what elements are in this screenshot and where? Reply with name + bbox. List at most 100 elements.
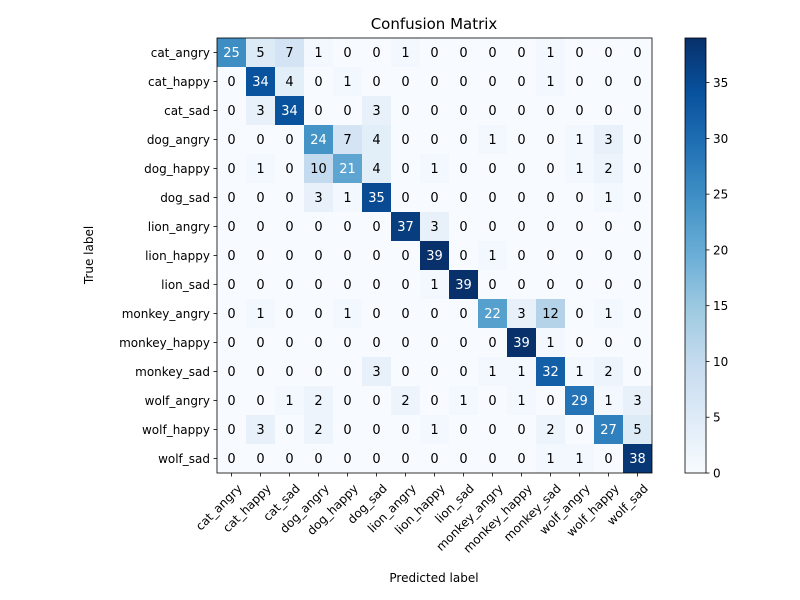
heatmap-cell bbox=[478, 241, 507, 270]
cell-value-label: 32 bbox=[542, 365, 559, 380]
heatmap-cell bbox=[478, 67, 507, 96]
cell-value-label: 1 bbox=[285, 394, 293, 409]
heatmap-cell-labels: 25 5 7 1 0 0 1 0 0 0 0 1 0 0 00 34 4 0 1 0 0 0 0 0 0 1 0 0 00 3 34 0 0 3 0… bbox=[223, 46, 646, 467]
heatmap-cell bbox=[623, 299, 652, 328]
heatmap-cell bbox=[449, 299, 478, 328]
heatmap-cell bbox=[623, 270, 652, 299]
cell-value-label: 0 bbox=[459, 249, 467, 264]
heatmap-cell bbox=[304, 96, 333, 125]
heatmap-cell bbox=[304, 125, 333, 154]
cell-value-label: 0 bbox=[343, 278, 351, 293]
heatmap-cell bbox=[362, 38, 391, 67]
cell-value-label: 0 bbox=[430, 133, 438, 148]
heatmap-cell bbox=[275, 96, 304, 125]
heatmap-cell bbox=[391, 386, 420, 415]
cell-value-label: 0 bbox=[575, 46, 583, 61]
cell-value-label: 0 bbox=[401, 249, 409, 264]
heatmap-cell bbox=[507, 183, 536, 212]
heatmap-cell bbox=[449, 386, 478, 415]
heatmap-cell bbox=[391, 415, 420, 444]
cell-value-label: 1 bbox=[488, 249, 496, 264]
cell-value-label: 7 bbox=[285, 46, 293, 61]
cell-value-label: 0 bbox=[517, 75, 525, 90]
heatmap-cell bbox=[246, 270, 275, 299]
cell-value-label: 3 bbox=[372, 365, 380, 380]
cell-value-label: 0 bbox=[517, 46, 525, 61]
heatmap-cell bbox=[478, 125, 507, 154]
heatmap-cell bbox=[420, 38, 449, 67]
cell-value-label: 29 bbox=[571, 394, 588, 409]
plot-frame bbox=[216, 37, 653, 474]
cell-value-label: 0 bbox=[372, 452, 380, 467]
cell-value-label: 0 bbox=[401, 75, 409, 90]
cell-value-label: 0 bbox=[517, 191, 525, 206]
colorbar-ticks: 0 5 10 15 20 25 30 35 bbox=[706, 76, 728, 481]
heatmap-cell bbox=[449, 328, 478, 357]
cell-value-label: 0 bbox=[285, 452, 293, 467]
heatmap-cell bbox=[246, 125, 275, 154]
cell-value-label: 0 bbox=[517, 220, 525, 235]
cell-value-label: 0 bbox=[372, 423, 380, 438]
heatmap-cell bbox=[420, 270, 449, 299]
cell-value-label: 0 bbox=[372, 307, 380, 322]
heatmap-cell bbox=[275, 357, 304, 386]
heatmap-cell bbox=[333, 154, 362, 183]
heatmap-cell bbox=[536, 270, 565, 299]
cell-value-label: 0 bbox=[575, 191, 583, 206]
heatmap-cell bbox=[536, 125, 565, 154]
cell-value-label: 0 bbox=[401, 104, 409, 119]
cell-value-label: 24 bbox=[310, 133, 327, 148]
cell-value-label: 0 bbox=[314, 307, 322, 322]
y-tick-label: monkey_sad bbox=[135, 365, 210, 379]
heatmap-cell bbox=[362, 241, 391, 270]
heatmap-cell bbox=[246, 241, 275, 270]
cell-value-label: 0 bbox=[604, 336, 612, 351]
heatmap-cell bbox=[333, 299, 362, 328]
cell-value-label: 1 bbox=[256, 162, 264, 177]
cell-value-label: 1 bbox=[604, 191, 612, 206]
cell-value-label: 0 bbox=[517, 162, 525, 177]
cell-value-label: 39 bbox=[455, 278, 472, 293]
heatmap-cell bbox=[275, 154, 304, 183]
heatmap-cell bbox=[565, 38, 594, 67]
cell-value-label: 0 bbox=[343, 452, 351, 467]
heatmap-cell bbox=[623, 328, 652, 357]
heatmap-cells bbox=[217, 38, 652, 473]
cell-value-label: 0 bbox=[314, 249, 322, 264]
cell-value-label: 0 bbox=[285, 249, 293, 264]
heatmap-cell bbox=[391, 125, 420, 154]
cell-value-label: 2 bbox=[314, 394, 322, 409]
y-tick-label: cat_happy bbox=[148, 75, 210, 89]
heatmap-cell bbox=[594, 212, 623, 241]
heatmap-cell bbox=[217, 154, 246, 183]
cell-value-label: 0 bbox=[546, 394, 554, 409]
heatmap-cell bbox=[420, 96, 449, 125]
cell-value-label: 35 bbox=[368, 191, 385, 206]
cell-value-label: 0 bbox=[604, 278, 612, 293]
heatmap-cell bbox=[217, 125, 246, 154]
cell-value-label: 0 bbox=[227, 336, 235, 351]
cell-value-label: 34 bbox=[252, 75, 269, 90]
heatmap-cell bbox=[391, 38, 420, 67]
heatmap-cell bbox=[536, 241, 565, 270]
heatmap-cell bbox=[565, 183, 594, 212]
cell-value-label: 0 bbox=[372, 46, 380, 61]
heatmap-cell bbox=[478, 154, 507, 183]
heatmap-cell bbox=[362, 67, 391, 96]
heatmap-cell bbox=[217, 183, 246, 212]
cell-value-label: 0 bbox=[285, 336, 293, 351]
heatmap-cell bbox=[304, 183, 333, 212]
heatmap-cell bbox=[594, 415, 623, 444]
y-tick-label: cat_angry bbox=[151, 46, 210, 60]
cell-value-label: 0 bbox=[227, 220, 235, 235]
cell-value-label: 0 bbox=[575, 278, 583, 293]
heatmap-cell bbox=[333, 38, 362, 67]
heatmap-cell bbox=[536, 38, 565, 67]
heatmap-cell bbox=[391, 328, 420, 357]
heatmap-cell bbox=[507, 386, 536, 415]
cell-value-label: 0 bbox=[633, 249, 641, 264]
cell-value-label: 0 bbox=[256, 394, 264, 409]
cell-value-label: 1 bbox=[575, 133, 583, 148]
heatmap-cell bbox=[594, 444, 623, 473]
cell-value-label: 1 bbox=[488, 365, 496, 380]
